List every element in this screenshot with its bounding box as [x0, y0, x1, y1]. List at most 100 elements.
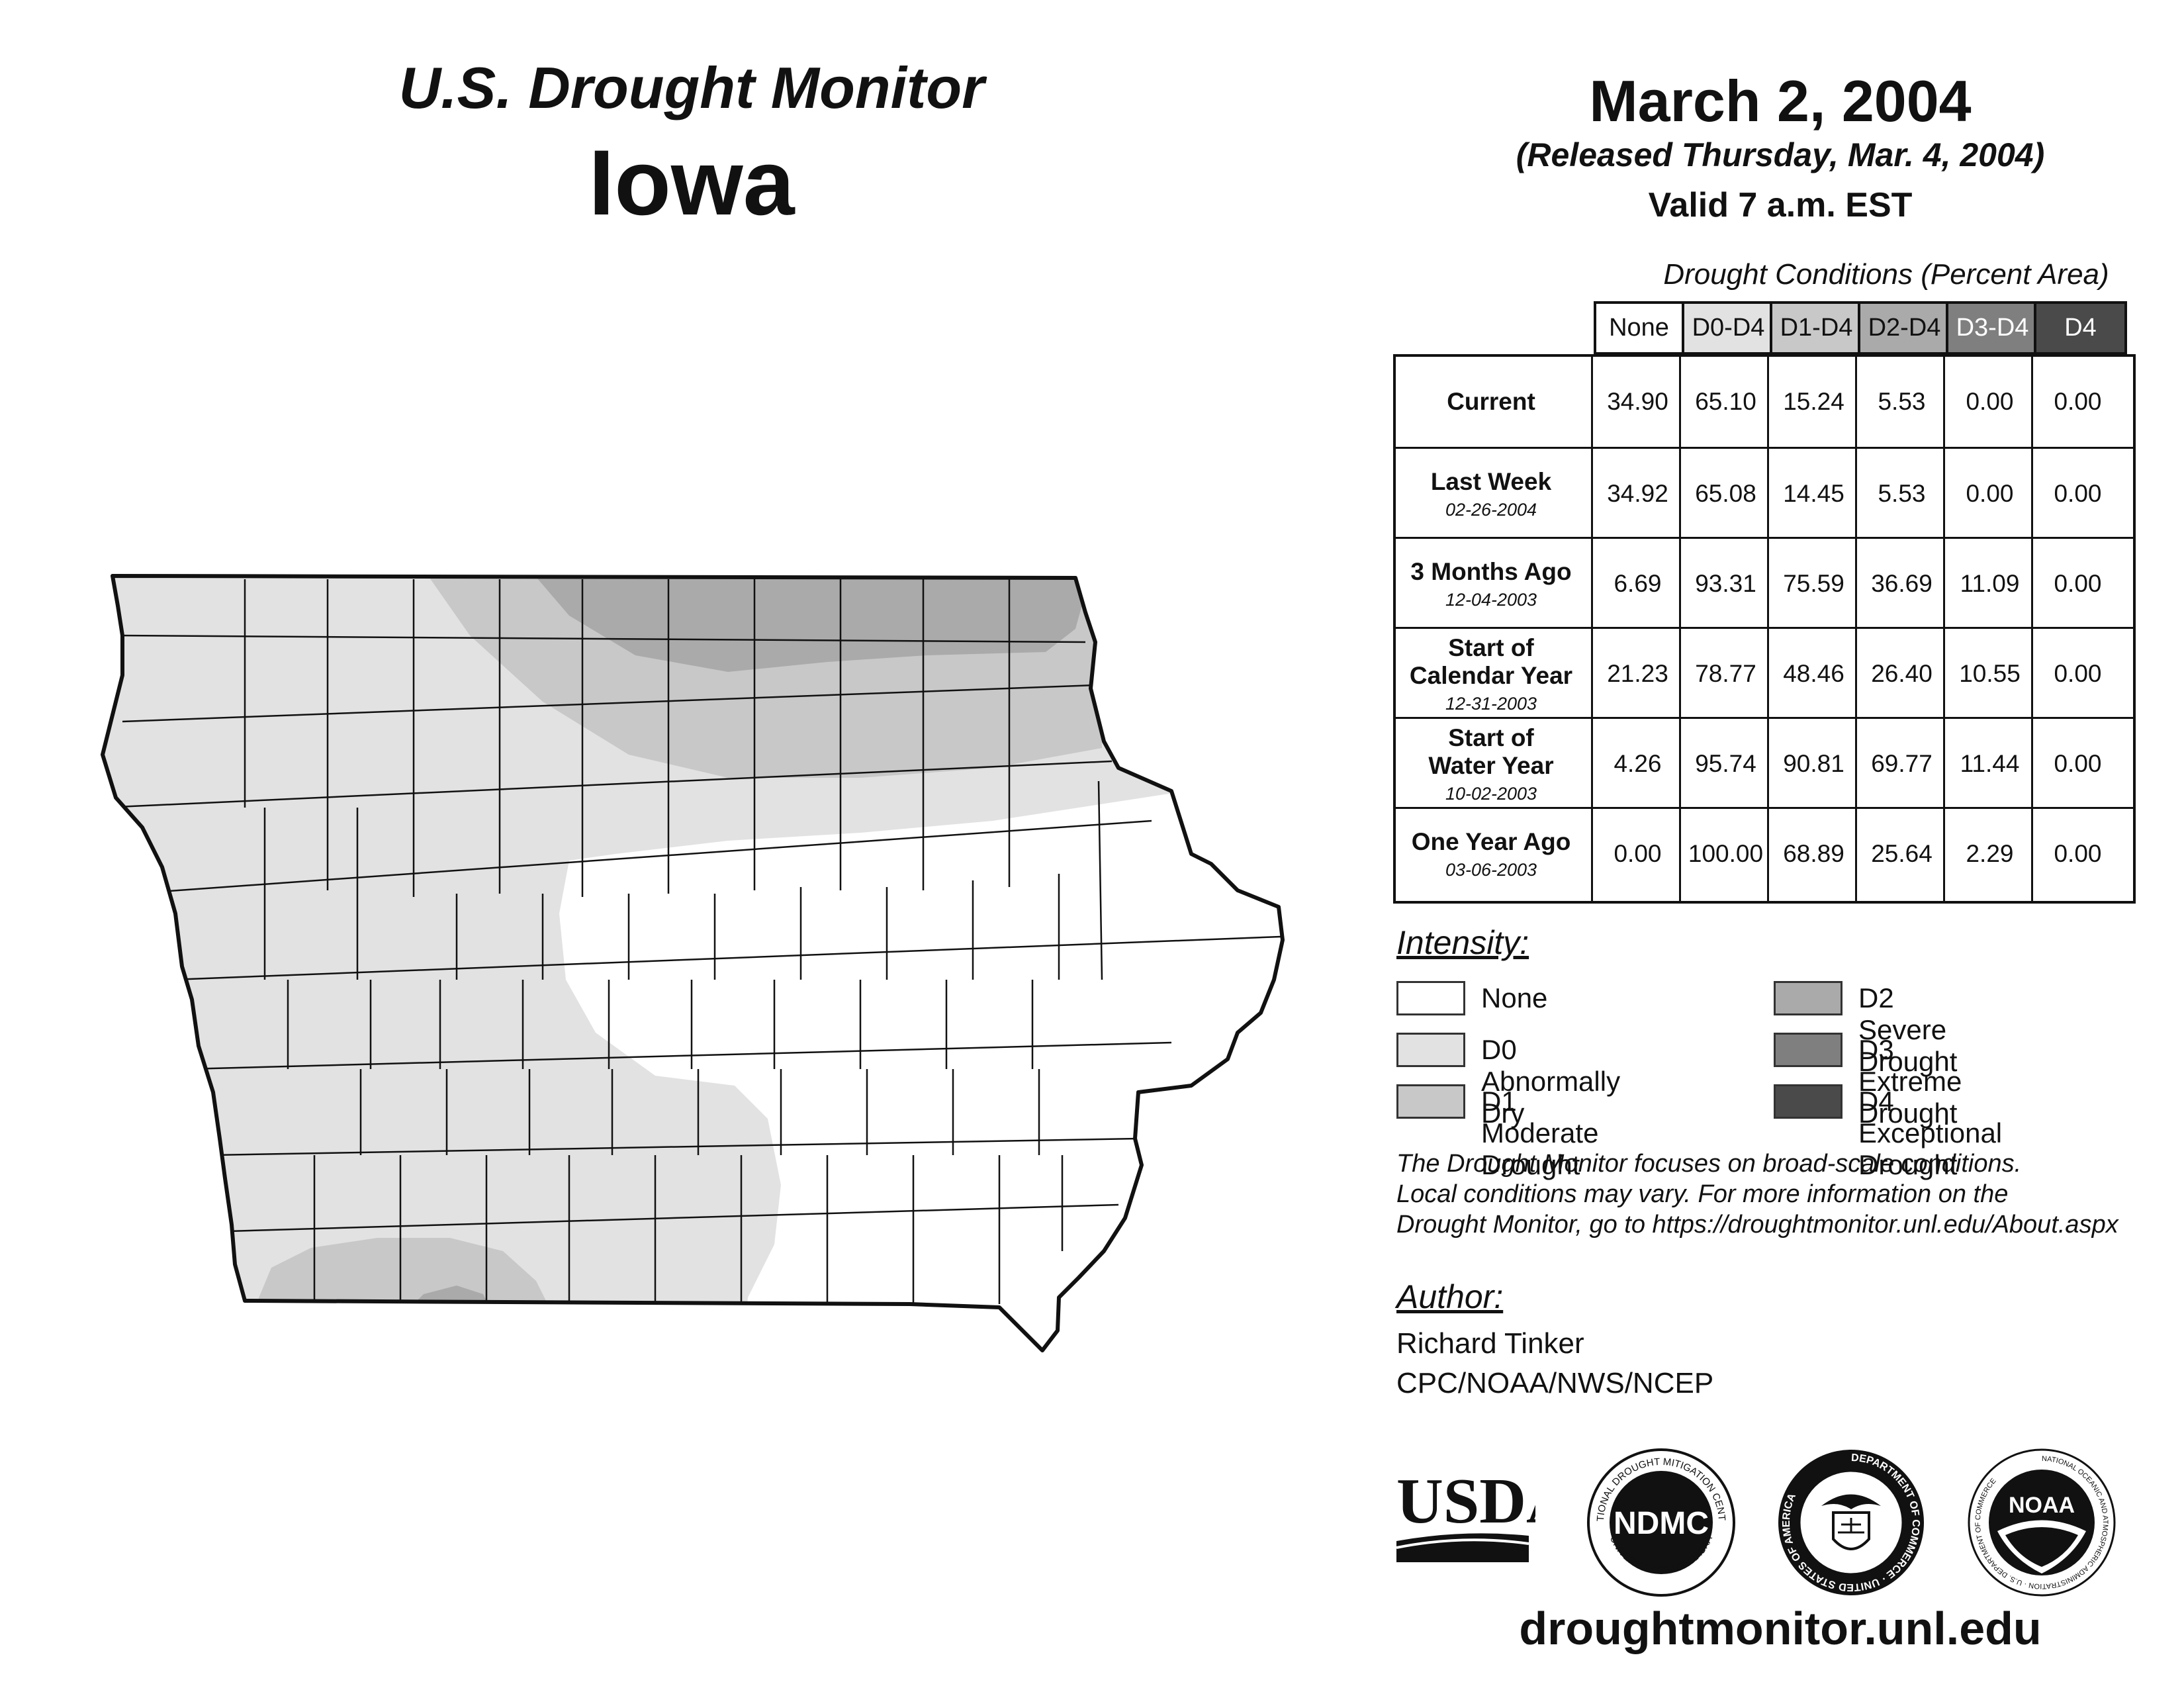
disclaimer-note: The Drought Monitor focuses on broad-sca… — [1396, 1149, 2118, 1240]
table-cell: 100.00 — [1688, 840, 1764, 867]
ndmc-logo: NATIONAL DROUGHT MITIGATION CENTER UNIVE… — [1585, 1446, 1735, 1597]
table-grid-line — [1767, 354, 1769, 904]
valid-time: Valid 7 a.m. EST — [1648, 186, 1913, 224]
table-cell: 26.40 — [1871, 660, 1933, 687]
row-label-line: Start of — [1448, 724, 1534, 751]
table-cell: 90.81 — [1783, 750, 1844, 777]
department-of-commerce-seal: DEPARTMENT OF COMMERCE · UNITED STATES O… — [1778, 1450, 1924, 1595]
table-cell: 68.89 — [1783, 840, 1844, 867]
table-cell: 65.10 — [1695, 388, 1756, 415]
row-label-line: Water Year — [1428, 751, 1554, 779]
d1-moderate-drought-area-south — [255, 1238, 549, 1307]
table-column-header: D0-D4 — [1682, 301, 1775, 355]
table-grid-line — [1943, 354, 1945, 904]
ndmc-logo-text: NDMC — [1614, 1506, 1709, 1541]
legend-swatch — [1396, 981, 1465, 1015]
table-grid-line — [1591, 354, 1593, 904]
table-row: One Year Ago 03-06-2003 0.00 100.00 68.89 25.… — [1393, 807, 2136, 897]
row-label: Last Week 02-26-2004 — [1393, 449, 1589, 539]
legend-label: None — [1481, 982, 1548, 1013]
table-cell: 93.31 — [1695, 570, 1756, 597]
table-cell: 78.77 — [1695, 660, 1756, 687]
monitor-title: U.S. Drought Monitor — [398, 55, 985, 120]
table-cell: 69.77 — [1871, 750, 1933, 777]
table-cell: 95.74 — [1695, 750, 1756, 777]
legend-swatch — [1774, 1033, 1843, 1067]
author-heading: Author: — [1396, 1278, 1504, 1315]
eagle-icon — [1821, 1494, 1881, 1509]
usda-logo-text: USDA — [1396, 1466, 1535, 1537]
author-name: Richard Tinker — [1396, 1327, 1584, 1360]
legend-swatch — [1774, 981, 1843, 1015]
legend-label: D4 Exceptional Drought — [1858, 1086, 2003, 1180]
table-cell: 10.55 — [1959, 660, 2021, 687]
table-cell: 0.00 — [2054, 750, 2102, 777]
noaa-logo-text: NOAA — [2009, 1493, 2075, 1518]
table-column-header: D2-D4 — [1858, 301, 1951, 355]
d2-severe-drought-area — [529, 576, 1092, 672]
legend-swatch — [1774, 1084, 1843, 1119]
table-cell: 5.53 — [1878, 480, 1926, 507]
row-date: 12-31-2003 — [1445, 693, 1537, 714]
table-row: 3 Months Ago 12-04-2003 6.69 93.31 75.59 36.6… — [1393, 537, 2136, 627]
row-date: 03-06-2003 — [1445, 859, 1537, 880]
iowa-drought-map — [101, 574, 1285, 1352]
table-cell: 11.09 — [1960, 570, 2020, 597]
note-line: The Drought Monitor focuses on broad-sca… — [1396, 1150, 2022, 1178]
table-cell: 0.00 — [2054, 660, 2102, 687]
table-cell: 5.53 — [1878, 388, 1926, 415]
table-cell: 25.64 — [1871, 840, 1933, 867]
legend-label: D1 Moderate Drought — [1481, 1086, 1599, 1180]
state-name: Iowa — [588, 130, 795, 234]
row-label-line: Current — [1447, 388, 1535, 415]
table-cell: 2.29 — [1966, 840, 2014, 867]
table-grid-line — [1679, 354, 1681, 904]
table-row: Start of Water Year 10-02-2003 4.26 95.74 90.… — [1393, 717, 2136, 807]
table-body — [1393, 354, 2136, 904]
legend-label: D2 Severe Drought — [1858, 982, 1958, 1077]
author-organization: CPC/NOAA/NWS/NCEP — [1396, 1367, 1714, 1399]
row-label-line: Last Week — [1430, 467, 1552, 495]
row-label: One Year Ago 03-06-2003 — [1393, 809, 1589, 899]
table-cell: 0.00 — [2054, 388, 2102, 415]
row-label: Start of Water Year 10-02-2003 — [1393, 719, 1589, 809]
legend-label: D0 Abnormally Dry — [1481, 1034, 1621, 1129]
table-row: Current 34.90 65.10 15.24 5.53 0.00 0.00 — [1393, 357, 2136, 447]
table-cell: 0.00 — [1966, 388, 2014, 415]
row-label-line: One Year Ago — [1411, 827, 1571, 855]
table-caption: Drought Conditions (Percent Area) — [1663, 258, 2109, 291]
table-cell: 0.00 — [2054, 570, 2102, 597]
table-cell: 34.90 — [1607, 388, 1668, 415]
county-lines — [103, 579, 1281, 1304]
table-cell: 34.92 — [1607, 480, 1668, 507]
table-cell: 0.00 — [2054, 480, 2102, 507]
usda-logo: USDA — [1396, 1466, 1535, 1562]
row-label: Start of Calendar Year 12-31-2003 — [1393, 629, 1589, 719]
iowa-state-outline — [101, 574, 1285, 1352]
table-cell: 11.44 — [1960, 750, 2020, 777]
table-column-header: D4 — [2034, 301, 2127, 355]
table-cell: 6.69 — [1614, 570, 1662, 597]
table-cell: 36.69 — [1871, 570, 1933, 597]
table-cell: 0.00 — [2054, 840, 2102, 867]
row-label-line: 3 Months Ago — [1410, 557, 1572, 585]
table-column-header: D3-D4 — [1946, 301, 2039, 355]
note-line: Drought Monitor, go to https://droughtmo… — [1396, 1211, 2118, 1239]
table-cell: 4.26 — [1614, 750, 1662, 777]
table-row: Start of Calendar Year 12-31-2003 21.23 78.7… — [1393, 627, 2136, 717]
legend-heading: Intensity: — [1396, 924, 1529, 961]
table-column-header: None — [1594, 301, 1684, 355]
table-cell: 21.23 — [1607, 660, 1668, 687]
website-url[interactable]: droughtmonitor.unl.edu — [1519, 1603, 2042, 1654]
row-date: 10-02-2003 — [1445, 783, 1537, 804]
table-grid-line — [1855, 354, 1857, 904]
table-cell: 75.59 — [1783, 570, 1844, 597]
row-label-line: Calendar Year — [1409, 661, 1573, 689]
legend-swatch — [1396, 1033, 1465, 1067]
table-cell: 0.00 — [1614, 840, 1662, 867]
noaa-logo: NATIONAL OCEANIC AND ATMOSPHERIC ADMINIS… — [1968, 1448, 2116, 1597]
table-grid-line — [2031, 354, 2033, 904]
row-label: 3 Months Ago 12-04-2003 — [1393, 539, 1589, 629]
table-cell: 0.00 — [1966, 480, 2014, 507]
table-cell: 65.08 — [1695, 480, 1756, 507]
